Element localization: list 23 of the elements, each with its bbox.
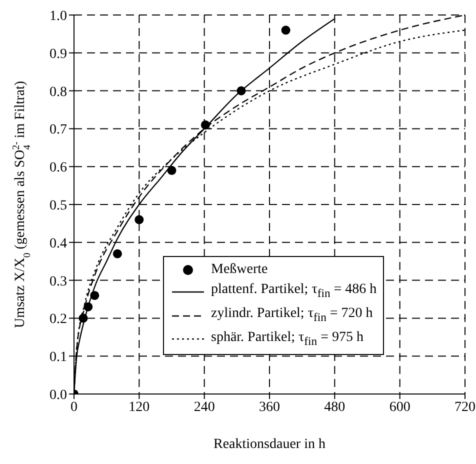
y-tick-label: 0.7 <box>50 122 67 138</box>
y-tick-label: 0.3 <box>50 274 67 290</box>
y-tick-label: 0.5 <box>50 198 67 214</box>
legend-label: sphär. Partikel; τ$_{fin}$ = 975 h <box>211 328 364 350</box>
y-tick-label: 0.1 <box>50 350 67 366</box>
x-tick-label: 0 <box>70 400 78 415</box>
x-tick-label: 600 <box>389 400 410 415</box>
y-tick-label: 1.0 <box>50 8 67 24</box>
x-tick-label: 480 <box>324 400 346 415</box>
y-tick-label: 0.4 <box>50 236 67 252</box>
y-tick-label: 0.2 <box>50 312 67 328</box>
y-tick-label: 0.8 <box>50 84 67 100</box>
legend-label: zylindr. Partikel; τ$_{fin}$ = 720 h <box>211 304 373 326</box>
y-tick-label: 0.9 <box>50 46 67 62</box>
y-tick-label: 0.0 <box>50 388 67 403</box>
legend-label: plattenf. Partikel; τ$_{fin}$ = 486 h <box>211 281 377 302</box>
x-tick-label: 360 <box>259 400 280 415</box>
legend-label: Meßwerte <box>211 261 268 279</box>
x-axis-title: Reaktionsdauer in h <box>214 437 326 452</box>
x-tick-label: 720 <box>454 400 476 415</box>
y-tick-label: 0.6 <box>50 160 67 176</box>
x-tick-label: 240 <box>194 400 215 415</box>
x-tick-label: 120 <box>128 400 150 415</box>
